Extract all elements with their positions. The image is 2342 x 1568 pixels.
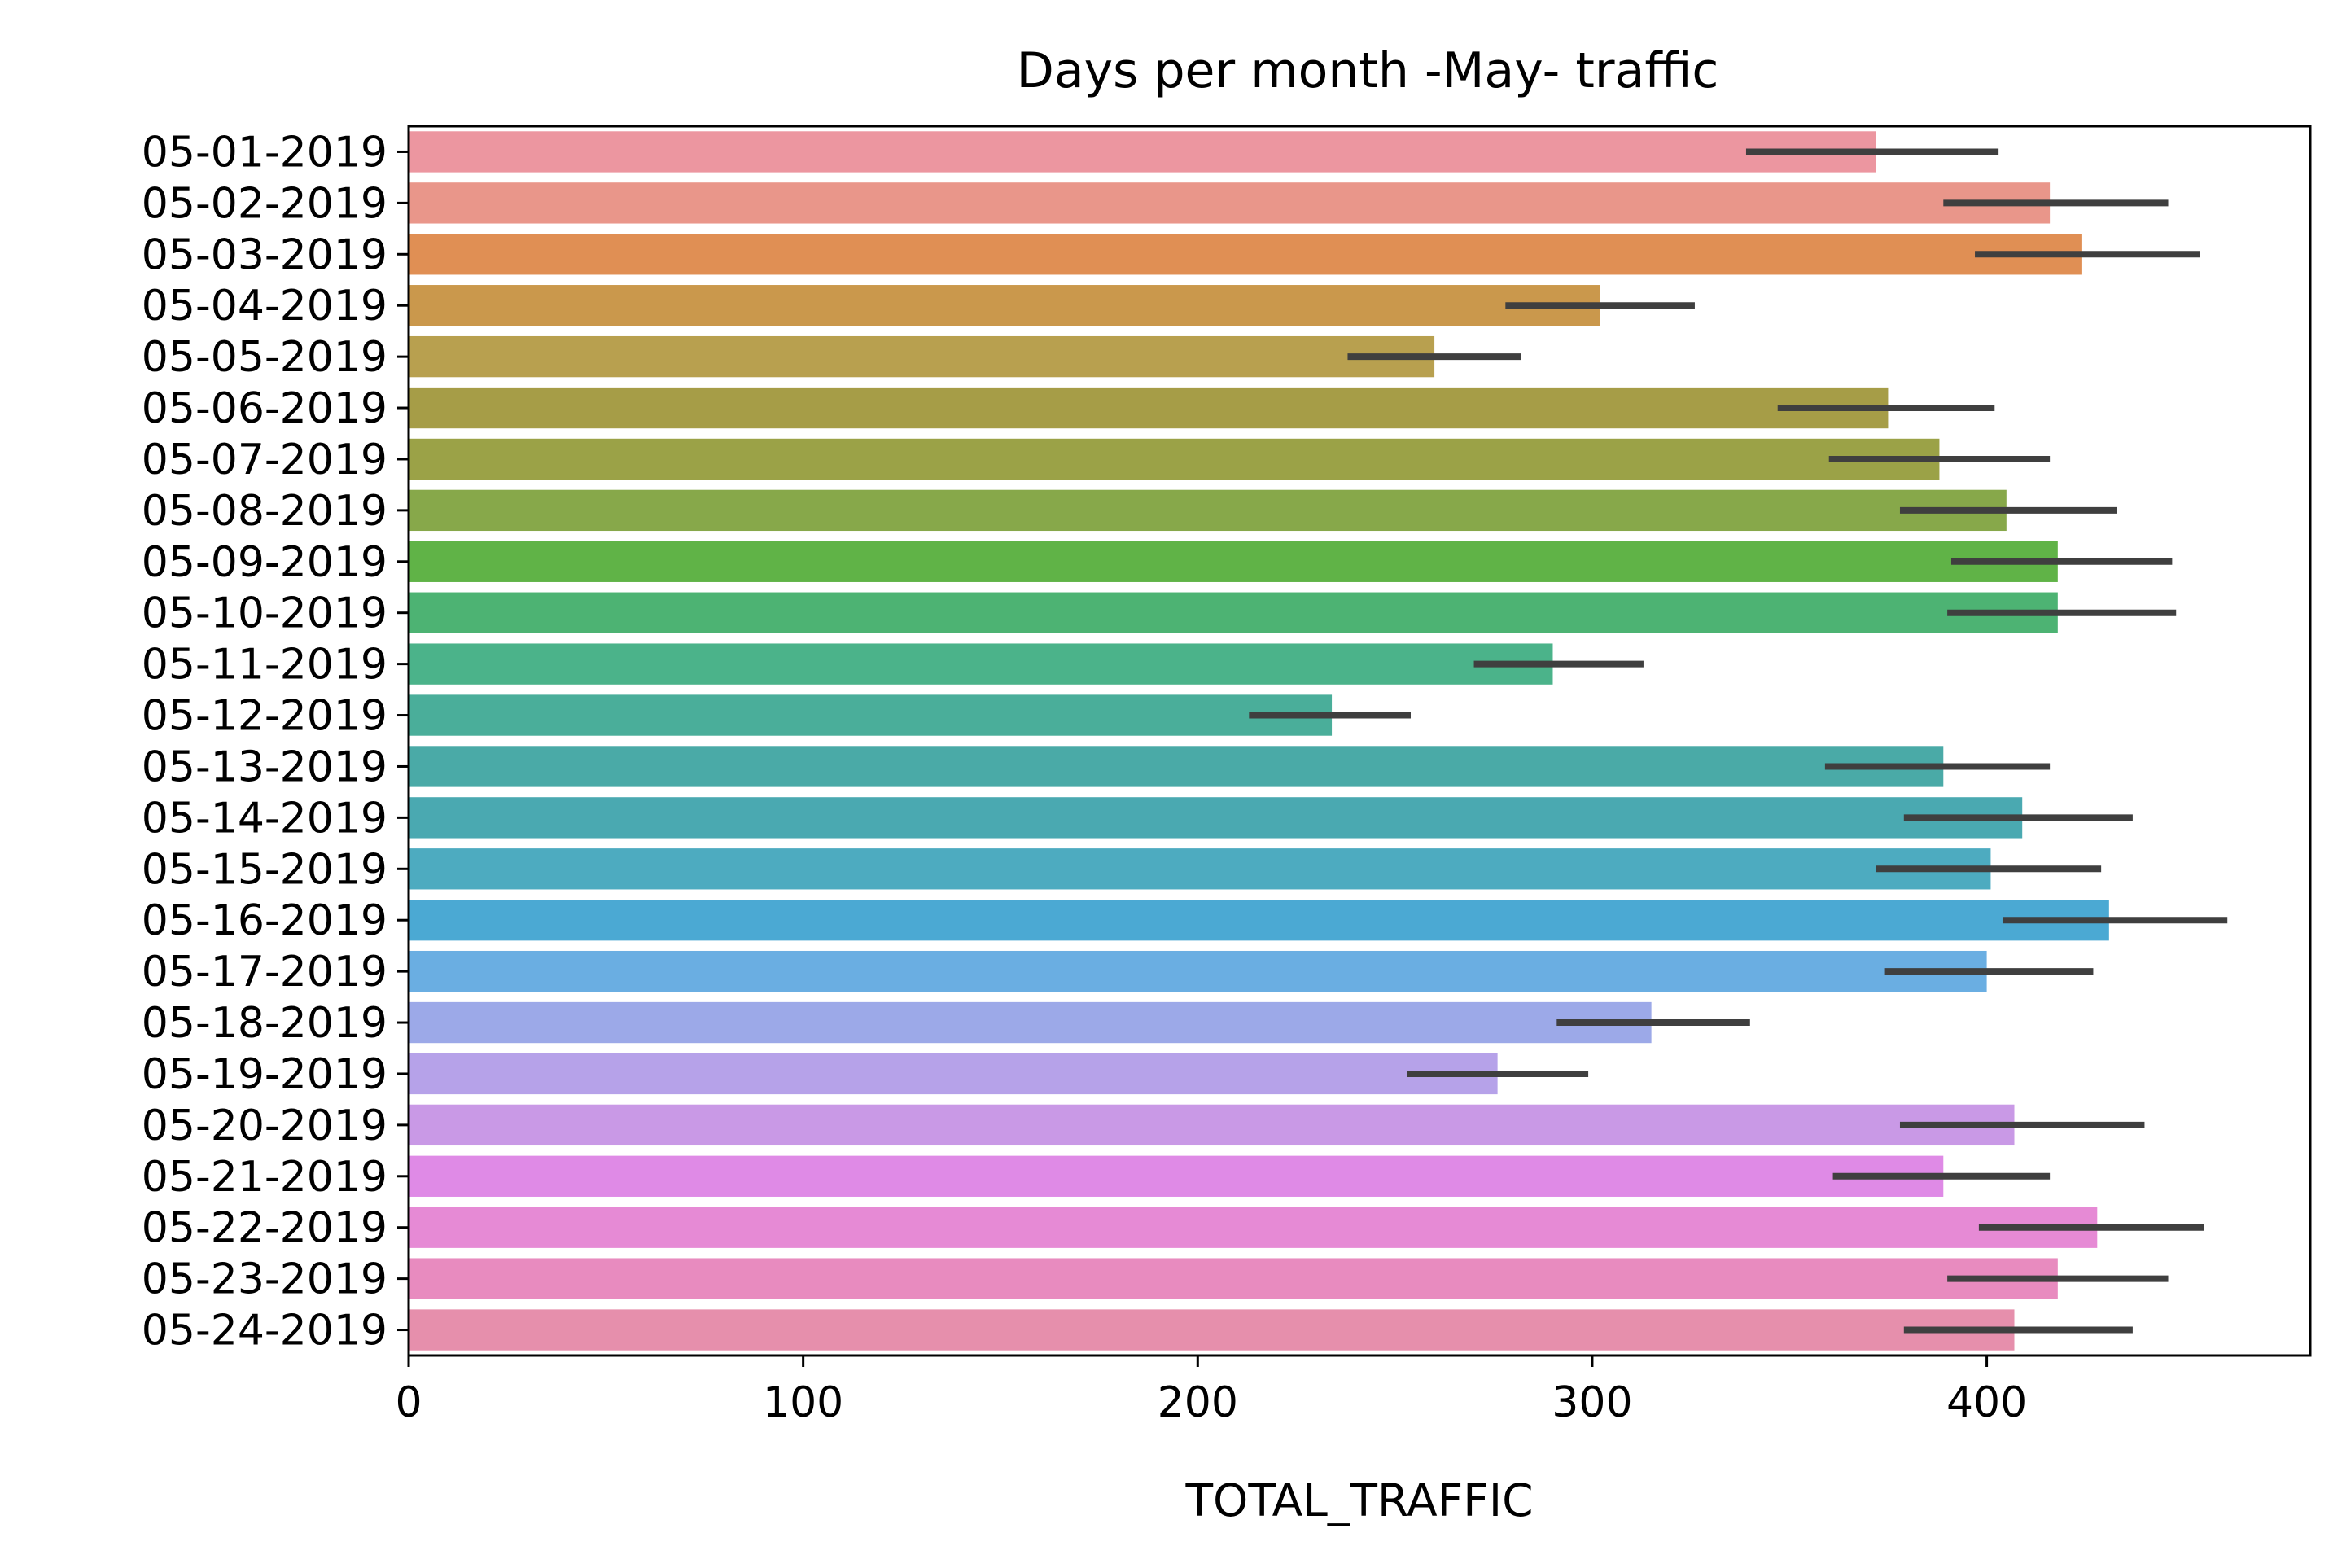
y-tick-label: 05-07-2019 <box>142 436 387 484</box>
bar-05-15-2019 <box>409 848 1991 890</box>
bar-05-05-2019 <box>409 335 1435 378</box>
bar-05-19-2019 <box>409 1053 1498 1095</box>
y-tick-label: 05-04-2019 <box>142 282 387 331</box>
bar-05-11-2019 <box>409 643 1553 685</box>
bar-05-12-2019 <box>409 694 1333 736</box>
y-tick-label: 05-18-2019 <box>142 999 387 1048</box>
plot-frame <box>407 125 2312 1357</box>
y-tick-label: 05-20-2019 <box>142 1102 387 1150</box>
y-tick-label: 05-24-2019 <box>142 1307 387 1356</box>
y-tick-label: 05-22-2019 <box>142 1204 387 1253</box>
bar-05-22-2019 <box>409 1207 2098 1248</box>
bar-05-09-2019 <box>409 541 2058 582</box>
y-tick-label: 05-08-2019 <box>142 487 387 536</box>
x-axis: 0 100 200 300 400 <box>395 1356 2027 1427</box>
y-tick-label: 05-21-2019 <box>142 1153 387 1202</box>
bar-05-20-2019 <box>409 1104 2015 1146</box>
y-tick-label: 05-15-2019 <box>142 845 387 894</box>
y-axis: 05-01-201905-02-201905-03-201905-04-2019… <box>142 128 409 1356</box>
y-tick-label: 05-23-2019 <box>142 1255 387 1304</box>
y-tick-label: 05-06-2019 <box>142 384 387 433</box>
x-tick-label: 200 <box>1158 1378 1238 1427</box>
y-tick-label: 05-03-2019 <box>142 230 387 279</box>
bar-05-04-2019 <box>409 285 1600 326</box>
y-tick-label: 05-05-2019 <box>142 333 387 382</box>
chart-title: Days per month -May- traffic <box>1017 42 1719 99</box>
bar-05-23-2019 <box>409 1258 2058 1299</box>
y-tick-label: 05-11-2019 <box>142 641 387 690</box>
bar-05-10-2019 <box>409 592 2058 633</box>
y-tick-label: 05-17-2019 <box>142 948 387 996</box>
x-tick-label: 400 <box>1946 1378 2027 1427</box>
bar-05-24-2019 <box>409 1309 2015 1351</box>
bar-05-07-2019 <box>409 438 1940 480</box>
y-tick-label: 05-09-2019 <box>142 538 387 587</box>
bars-layer <box>409 131 2109 1351</box>
bar-05-01-2019 <box>409 131 1876 173</box>
y-tick-label: 05-13-2019 <box>142 742 387 791</box>
y-tick-label: 05-19-2019 <box>142 1050 387 1099</box>
y-tick-label: 05-10-2019 <box>142 589 387 638</box>
y-tick-label: 05-12-2019 <box>142 692 387 741</box>
bar-05-06-2019 <box>409 387 1889 429</box>
bar-05-08-2019 <box>409 489 2007 532</box>
x-tick-label: 0 <box>395 1378 422 1427</box>
x-tick-label: 100 <box>763 1378 843 1427</box>
y-tick-label: 05-01-2019 <box>142 128 387 177</box>
bar-05-21-2019 <box>409 1155 1944 1197</box>
bar-05-14-2019 <box>409 797 2023 839</box>
bar-05-16-2019 <box>409 900 2109 941</box>
y-tick-label: 05-14-2019 <box>142 794 387 843</box>
y-tick-label: 05-02-2019 <box>142 179 387 228</box>
x-tick-label: 300 <box>1552 1378 1632 1427</box>
bar-05-02-2019 <box>409 182 2051 224</box>
bar-05-03-2019 <box>409 234 2082 275</box>
y-tick-label: 05-16-2019 <box>142 896 387 945</box>
bar-05-17-2019 <box>409 950 1987 992</box>
error-bars-layer <box>1249 148 2228 1334</box>
bar-05-18-2019 <box>409 1001 1652 1044</box>
bar-05-13-2019 <box>409 746 1944 787</box>
x-axis-label: TOTAL_TRAFFIC <box>1184 1474 1533 1526</box>
